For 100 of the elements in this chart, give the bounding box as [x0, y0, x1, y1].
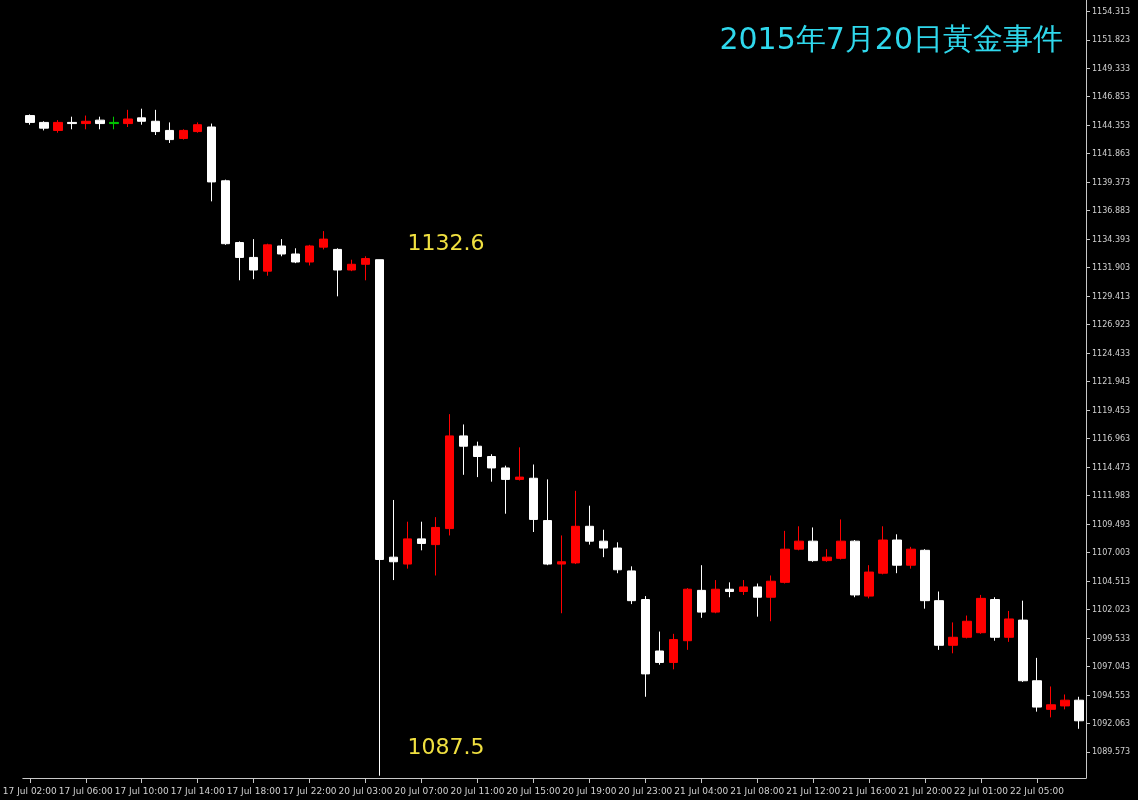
x-tick-label: 22 Jul 05:00	[1010, 785, 1065, 796]
candlestick	[655, 631, 664, 666]
x-tick-label: 21 Jul 12:00	[786, 785, 841, 796]
candlestick	[445, 413, 454, 536]
candlestick	[1018, 600, 1028, 683]
candlestick	[263, 243, 272, 277]
candlestick	[487, 453, 496, 483]
y-tick-label: 1099.533	[1092, 633, 1131, 643]
candlestick	[207, 123, 216, 202]
candlestick	[291, 247, 300, 264]
candlestick	[361, 255, 370, 281]
y-tick-label: 1089.573	[1092, 747, 1131, 757]
candlestick	[934, 591, 944, 651]
candlestick	[627, 565, 636, 605]
y-tick-label: 1134.393	[1092, 234, 1131, 244]
candlestick	[766, 574, 776, 622]
x-tick-label: 20 Jul 11:00	[450, 785, 505, 796]
y-tick-label: 1107.003	[1092, 548, 1131, 558]
candlestick	[151, 109, 160, 136]
candlestick	[417, 521, 426, 551]
candlestick	[920, 548, 930, 610]
x-tick-label: 17 Jul 10:00	[114, 785, 169, 796]
x-tick-label: 17 Jul 02:00	[2, 785, 58, 796]
y-tick-label: 1111.983	[1092, 491, 1131, 501]
y-tick-label: 1144.353	[1092, 120, 1131, 130]
candlestick	[515, 446, 524, 482]
y-tick-label: 1114.473	[1092, 462, 1131, 472]
y-tick-label: 1094.553	[1092, 690, 1131, 700]
candlestick	[641, 595, 650, 698]
candlestick	[67, 116, 77, 130]
y-tick-label: 1139.373	[1092, 177, 1131, 187]
x-tick-label: 17 Jul 06:00	[58, 785, 114, 796]
candlestick	[53, 119, 63, 134]
candlestick	[333, 247, 342, 297]
candlestick	[892, 533, 902, 574]
y-tick-label: 1109.493	[1092, 519, 1131, 529]
candlestick	[235, 240, 244, 281]
candlestick	[906, 546, 916, 570]
candlestick	[697, 564, 706, 619]
candlestick	[193, 121, 202, 134]
candlestick	[1074, 696, 1084, 730]
y-tick-label: 1126.923	[1092, 320, 1131, 330]
candlestick	[305, 244, 314, 266]
candlestick	[319, 230, 328, 250]
annotation: 1132.6	[407, 230, 485, 256]
x-tick-label: 20 Jul 15:00	[506, 785, 561, 796]
candlestick	[878, 525, 888, 575]
candlestick	[780, 530, 790, 584]
candlestick	[95, 116, 105, 130]
candlestick	[613, 541, 622, 574]
y-tick-label: 1129.413	[1092, 291, 1131, 301]
candlestick	[459, 423, 468, 476]
y-tick-label: 1102.023	[1092, 605, 1131, 615]
x-tick-label: 17 Jul 18:00	[226, 785, 281, 796]
x-tick-label: 17 Jul 22:00	[282, 785, 337, 796]
candlestick	[683, 587, 692, 651]
candlestick	[543, 478, 552, 566]
candlestick	[669, 633, 678, 670]
candlestick	[389, 499, 398, 581]
candlestick	[990, 596, 1000, 642]
y-tick-label: 1121.943	[1092, 377, 1131, 387]
candlestick	[962, 615, 972, 639]
candlestick	[529, 464, 538, 533]
candlestick	[347, 259, 356, 272]
y-tick-label: 1092.063	[1092, 719, 1131, 729]
x-tick-label: 21 Jul 20:00	[898, 785, 953, 796]
candlestick	[431, 516, 440, 576]
candlestick	[109, 116, 119, 130]
candlestick	[277, 238, 286, 257]
candlestick	[221, 179, 230, 246]
candlestick	[39, 120, 49, 131]
candlestick	[850, 539, 860, 598]
y-tick-label: 1124.433	[1092, 348, 1131, 358]
x-tick-label: 17 Jul 14:00	[170, 785, 225, 796]
candlestick	[473, 441, 482, 478]
candlestick	[1004, 610, 1014, 643]
candlestick	[808, 526, 818, 563]
candlestick	[753, 583, 762, 618]
candlestick	[571, 490, 580, 565]
candlestick	[501, 465, 510, 515]
y-tick-label: 1097.043	[1092, 662, 1131, 672]
candlestick	[165, 121, 174, 144]
candlestick	[599, 529, 608, 558]
x-tick-label: 21 Jul 04:00	[674, 785, 729, 796]
x-tick-label: 22 Jul 01:00	[954, 785, 1009, 796]
candlestick	[249, 238, 258, 280]
candlestick	[557, 534, 566, 614]
candlestick	[711, 579, 720, 614]
candlestick	[948, 621, 958, 654]
y-tick-label: 1131.903	[1092, 263, 1131, 273]
candlestick	[836, 518, 846, 560]
y-tick-label: 1154.313	[1092, 6, 1131, 16]
candlestick	[585, 505, 594, 546]
x-tick-label: 20 Jul 03:00	[338, 785, 393, 796]
annotation: 1087.5	[407, 734, 485, 760]
y-tick-label: 1119.453	[1092, 405, 1131, 415]
y-tick-label: 1136.883	[1092, 206, 1131, 216]
candlestick	[137, 108, 146, 126]
candlestick	[25, 113, 35, 126]
candlestick	[1046, 685, 1056, 718]
